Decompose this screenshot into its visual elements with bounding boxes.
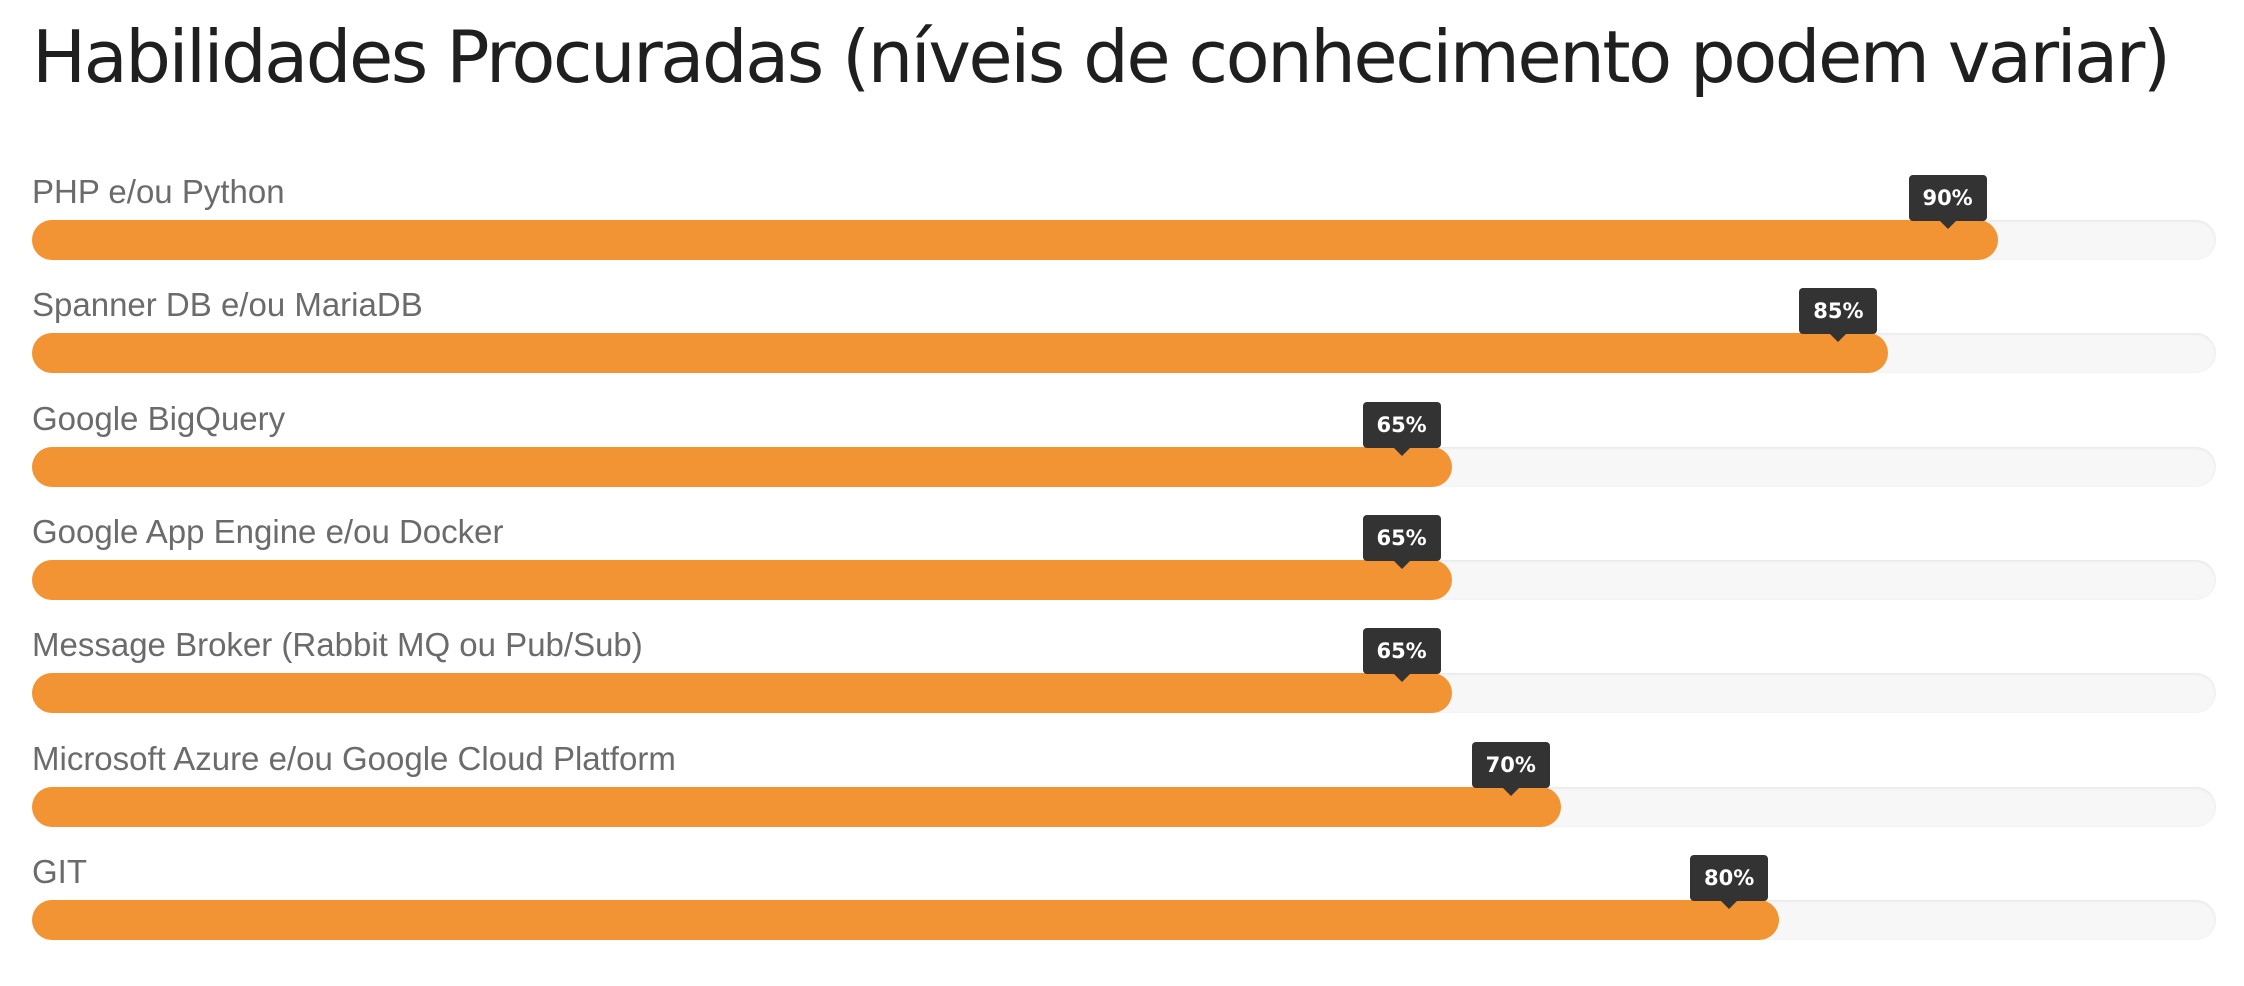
- skill-row-microsoft-azure-e-ou-google-cloud-platform: Microsoft Azure e/ou Google Cloud Platfo…: [32, 739, 2216, 835]
- bar-fill: [32, 786, 1561, 827]
- bar-track: [32, 220, 2216, 260]
- bar-fill: [32, 220, 1998, 260]
- bar-track: [32, 333, 2216, 374]
- value-tooltip: 65%: [1362, 628, 1441, 683]
- skill-label: Microsoft Azure e/ou Google Cloud Platfo…: [32, 739, 676, 777]
- page-title: Habilidades Procuradas (níveis de conhec…: [32, 15, 2171, 99]
- skill-bar-chart: PHP e/ou Python 90% Spanner DB e/ou MariaD…: [32, 0, 2216, 986]
- value-tooltip: 90%: [1908, 175, 1987, 229]
- bar-fill: [32, 673, 1452, 714]
- bar-track: [32, 899, 2216, 940]
- value-tooltip: 65%: [1362, 401, 1441, 456]
- skill-row-google-app-engine-e-ou-docker: Google App Engine e/ou Docker 65%: [32, 512, 2216, 608]
- value-tooltip: 70%: [1471, 741, 1550, 796]
- skill-row-git: GIT 80%: [32, 852, 2216, 948]
- bar-fill: [32, 899, 1780, 940]
- bar-fill: [32, 446, 1452, 487]
- skill-label: GIT: [32, 852, 87, 890]
- skill-label: PHP e/ou Python: [32, 173, 285, 210]
- bar-track: [32, 673, 2216, 714]
- bar-fill: [32, 333, 1889, 374]
- bar-track: [32, 559, 2216, 600]
- value-tooltip: 80%: [1690, 854, 1769, 909]
- skill-label: Google App Engine e/ou Docker: [32, 512, 504, 550]
- value-tooltip: 65%: [1362, 514, 1441, 569]
- skill-row-google-bigquery: Google BigQuery 65%: [32, 399, 2216, 495]
- bar-track: [32, 786, 2216, 827]
- skill-label: Google BigQuery: [32, 399, 286, 437]
- skill-row-message-broker-rabbit-mq-ou-pub-sub: Message Broker (Rabbit MQ ou Pub/Sub) 65%: [32, 625, 2216, 721]
- bar-fill: [32, 559, 1452, 600]
- skill-label: Spanner DB e/ou MariaDB: [32, 286, 423, 324]
- skill-label: Message Broker (Rabbit MQ ou Pub/Sub): [32, 626, 643, 664]
- skill-row-php-e-ou-python: PHP e/ou Python 90%: [32, 172, 2216, 268]
- skill-row-spanner-db-e-ou-mariadb: Spanner DB e/ou MariaDB 85%: [32, 285, 2216, 381]
- value-tooltip: 85%: [1799, 288, 1878, 343]
- bar-track: [32, 446, 2216, 487]
